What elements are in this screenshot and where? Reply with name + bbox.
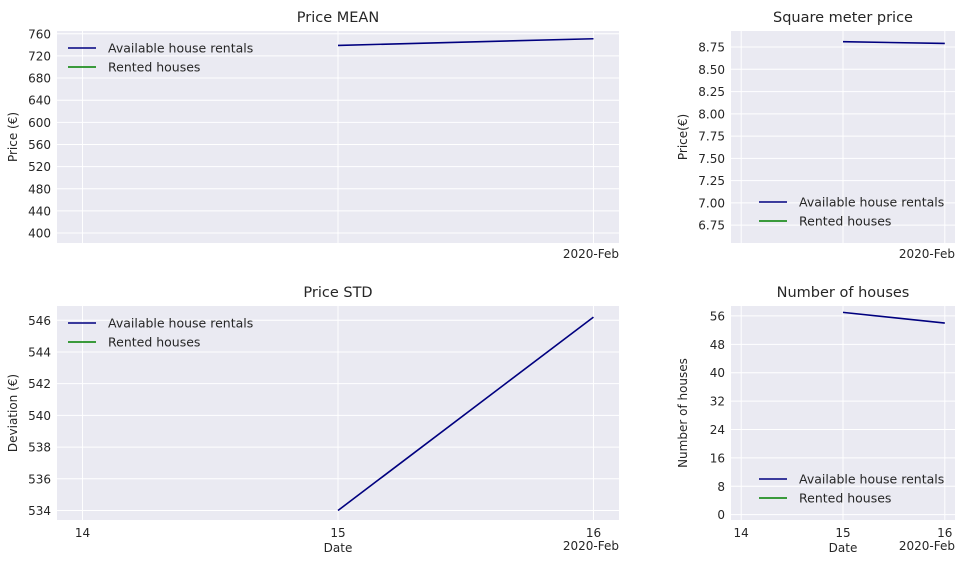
legend-label: Available house rentals [799,195,944,210]
chart-title: Price STD [303,285,372,301]
y-tick-label: 534 [28,504,51,518]
y-axis-label: Number of houses [676,358,690,468]
legend-label: Rented houses [799,214,891,229]
y-tick-label: 536 [28,472,51,486]
y-tick-label: 7.00 [698,196,725,210]
series-line-available [337,316,594,512]
y-tick-label: 538 [28,441,51,455]
series-line-available [337,37,594,47]
y-tick-label: 8.00 [698,107,725,121]
y-tick-label: 7.50 [698,152,725,166]
legend-label: Available house rentals [799,472,944,487]
y-tick-label: 32 [710,395,725,409]
legend-label: Available house rentals [108,41,253,56]
x-tick-label: 16 [586,526,601,540]
y-tick-label: 8.75 [698,41,725,55]
y-tick-label: 40 [710,366,725,380]
chart-sqm-price: 6.75 7.00 7.25 7.50 7.75 8.00 8.25 8.50 8.75 2020… [676,10,955,261]
x-tick-label: 14 [734,526,749,540]
y-tick-label: 760 [28,27,51,41]
y-tick-label: 680 [28,72,51,86]
legend-label: Rented houses [108,60,200,75]
x-axis-label: Date [324,541,353,555]
legend-label: Available house rentals [108,316,253,331]
y-tick-label: 7.25 [698,174,725,188]
y-tick-label: 440 [28,204,51,218]
y-tick-label: 7.75 [698,130,725,144]
y-axis-label: Deviation (€) [6,374,20,452]
y-tick-label: 6.75 [698,219,725,233]
y-axis-label: Price (€) [6,112,20,162]
x-offset-label: 2020-Feb [563,539,619,553]
y-tick-label: 8.25 [698,85,725,99]
y-tick-label: 8.50 [698,63,725,77]
y-tick-label: 56 [710,309,725,323]
x-offset-label: 2020-Feb [563,247,619,261]
y-tick-label: 24 [710,423,725,437]
y-tick-label: 0 [717,508,725,522]
y-tick-label: 520 [28,160,51,174]
y-tick-label: 542 [28,377,51,391]
y-tick-label: 400 [28,227,51,241]
legend-label: Rented houses [108,335,200,350]
y-tick-label: 48 [710,338,725,352]
y-tick-label: 560 [28,138,51,152]
y-tick-label: 720 [28,49,51,63]
y-axis-label: Price(€) [676,114,690,160]
x-tick-label: 15 [330,526,345,540]
chart-title: Square meter price [773,10,913,26]
y-tick-label: 480 [28,182,51,196]
series-line-available [842,40,945,45]
x-tick-label: 16 [937,526,952,540]
chart-title: Price MEAN [297,10,379,26]
y-tick-label: 600 [28,116,51,130]
x-tick-label: 14 [75,526,90,540]
y-tick-label: 544 [28,345,51,359]
y-tick-label: 16 [710,451,725,465]
series-line-available [842,311,945,324]
chart-title: Number of houses [777,285,910,301]
y-tick-label: 640 [28,94,51,108]
y-tick-label: 8 [717,480,725,494]
x-tick-label: 15 [835,526,850,540]
legend-label: Rented houses [799,491,891,506]
y-tick-label: 546 [28,314,51,328]
x-axis-label: Date [829,541,858,555]
x-offset-label: 2020-Feb [899,247,955,261]
chart-price-mean: 400 440 480 520 560 600 640 680 720 760 2020-Feb Pr… [6,10,619,261]
y-tick-label: 540 [28,409,51,423]
x-offset-label: 2020-Feb [899,539,955,553]
